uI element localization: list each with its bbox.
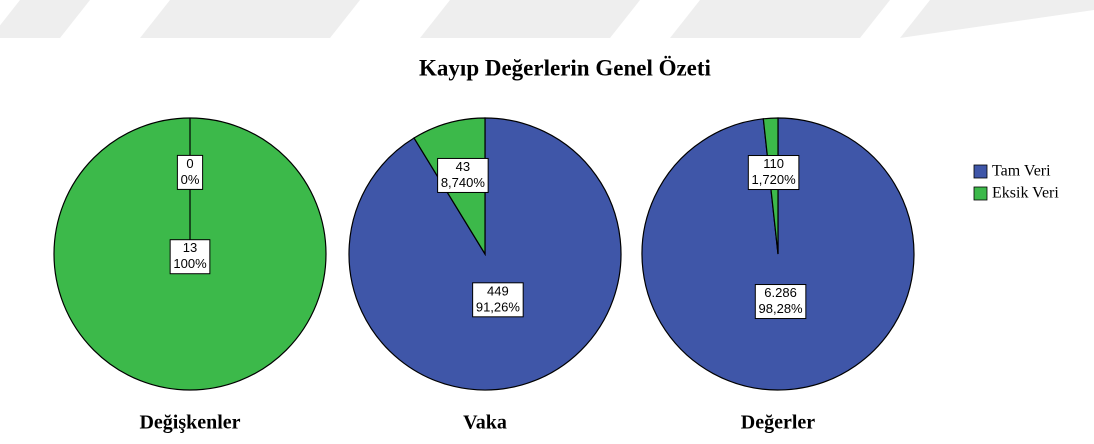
- pie-label: Değişkenler: [139, 412, 240, 434]
- count-label: 449: [487, 283, 509, 298]
- legend-label: Eksik Veri: [992, 185, 1059, 202]
- percent-label: 8,740%: [441, 175, 486, 190]
- label-box: [169, 239, 211, 275]
- pie-label: Değerler: [741, 412, 816, 434]
- label-box: [472, 282, 524, 318]
- percent-label: 0%: [181, 172, 200, 187]
- count-label: 0: [186, 156, 193, 171]
- count-label: 110: [763, 156, 784, 171]
- label-box: [437, 157, 489, 193]
- label-box: [754, 284, 807, 320]
- header-decoration: [0, 0, 1094, 38]
- percent-label: 100%: [173, 256, 207, 271]
- data-label: 00%: [176, 154, 204, 190]
- count-label: 13: [183, 240, 197, 255]
- label-box: [176, 154, 204, 190]
- percent-label: 1,720%: [752, 172, 797, 187]
- chart-title: Kayıp Değerlerin Genel Özeti: [419, 55, 712, 80]
- data-label: 438,740%: [437, 157, 489, 193]
- legend-label: Tam Veri: [992, 163, 1051, 180]
- count-label: 6.286: [764, 285, 797, 300]
- label-box: [747, 155, 800, 191]
- legend-swatch: [973, 186, 988, 201]
- pie-label: Vaka: [463, 412, 507, 434]
- legend-swatch: [973, 164, 988, 179]
- percent-label: 98,28%: [759, 301, 804, 316]
- count-label: 43: [456, 159, 470, 174]
- percent-label: 91,26%: [476, 299, 521, 314]
